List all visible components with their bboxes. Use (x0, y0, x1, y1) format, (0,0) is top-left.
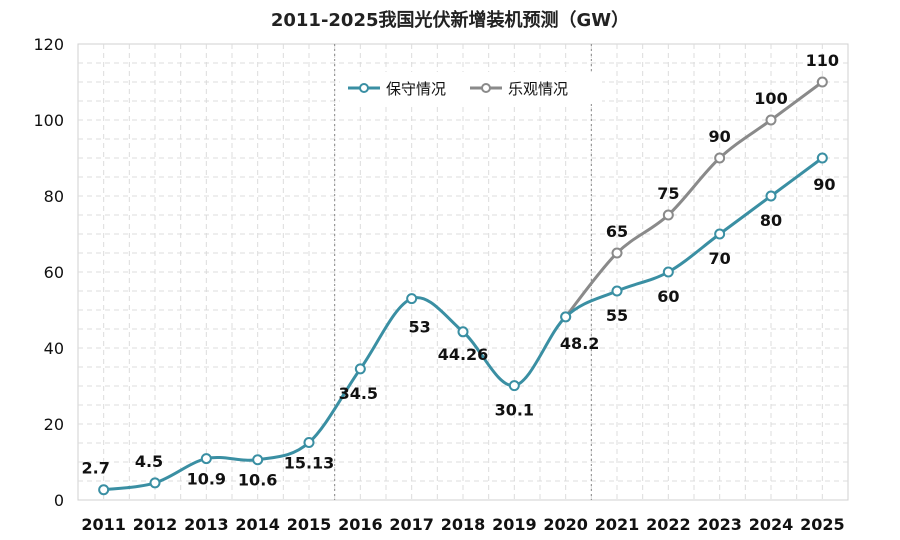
data-point (662, 209, 674, 221)
data-point (816, 152, 828, 164)
legend-swatch-marker (359, 83, 369, 93)
data-point (252, 454, 264, 466)
y-tick-label: 100 (33, 111, 64, 130)
y-tick-label: 80 (44, 187, 64, 206)
x-tick-label: 2024 (749, 515, 794, 534)
y-tick-label: 60 (44, 263, 64, 282)
y-tick-label: 20 (44, 415, 64, 434)
data-point (714, 152, 726, 164)
data-label: 34.5 (339, 384, 378, 403)
data-label: 75 (657, 184, 679, 203)
data-point (303, 437, 315, 449)
legend-label: 保守情况 (386, 80, 446, 98)
data-label: 30.1 (495, 401, 534, 420)
x-tick-label: 2015 (287, 515, 332, 534)
data-label: 60 (657, 287, 679, 306)
x-tick-label: 2017 (389, 515, 434, 534)
data-point (662, 266, 674, 278)
data-point (508, 380, 520, 392)
data-label: 4.5 (135, 452, 163, 471)
x-tick-label: 2018 (441, 515, 486, 534)
data-label: 2.7 (81, 459, 109, 478)
x-tick-label: 2014 (235, 515, 280, 534)
x-tick-label: 2016 (338, 515, 383, 534)
x-tick-label: 2023 (697, 515, 742, 534)
data-point (200, 453, 212, 465)
x-tick-label: 2013 (184, 515, 229, 534)
legend-swatch-marker (481, 83, 491, 93)
data-point (354, 363, 366, 375)
data-point (611, 247, 623, 259)
data-label: 65 (606, 222, 628, 241)
data-label: 53 (409, 318, 431, 337)
x-tick-label: 2025 (800, 515, 845, 534)
data-label: 110 (806, 51, 839, 70)
data-point (611, 285, 623, 297)
data-label: 70 (709, 249, 731, 268)
data-label: 90 (813, 175, 835, 194)
x-tick-label: 2021 (595, 515, 640, 534)
data-point (406, 293, 418, 305)
chart-title: 2011-2025我国光伏新增装机预测（GW） (270, 10, 630, 31)
data-label: 44.26 (438, 345, 489, 364)
data-label: 15.13 (284, 454, 335, 473)
x-tick-label: 2012 (133, 515, 178, 534)
y-tick-label: 40 (44, 339, 64, 358)
x-tick-label: 2011 (81, 515, 126, 534)
y-tick-label: 0 (54, 491, 64, 510)
data-point (149, 477, 161, 489)
data-label: 10.6 (238, 471, 277, 490)
data-point (457, 326, 469, 338)
x-tick-label: 2022 (646, 515, 691, 534)
y-tick-label: 120 (33, 35, 64, 54)
data-label: 55 (606, 306, 628, 325)
data-label: 90 (709, 127, 731, 146)
data-point (714, 228, 726, 240)
data-point (98, 484, 110, 496)
data-point (765, 190, 777, 202)
data-point (765, 114, 777, 126)
data-point (816, 76, 828, 88)
data-label: 10.9 (187, 470, 226, 489)
data-point (560, 311, 572, 323)
x-tick-label: 2020 (543, 515, 588, 534)
data-label: 48.2 (560, 334, 599, 353)
legend-label: 乐观情况 (508, 80, 568, 98)
data-label: 100 (754, 89, 787, 108)
x-tick-label: 2019 (492, 515, 537, 534)
data-label: 80 (760, 211, 782, 230)
